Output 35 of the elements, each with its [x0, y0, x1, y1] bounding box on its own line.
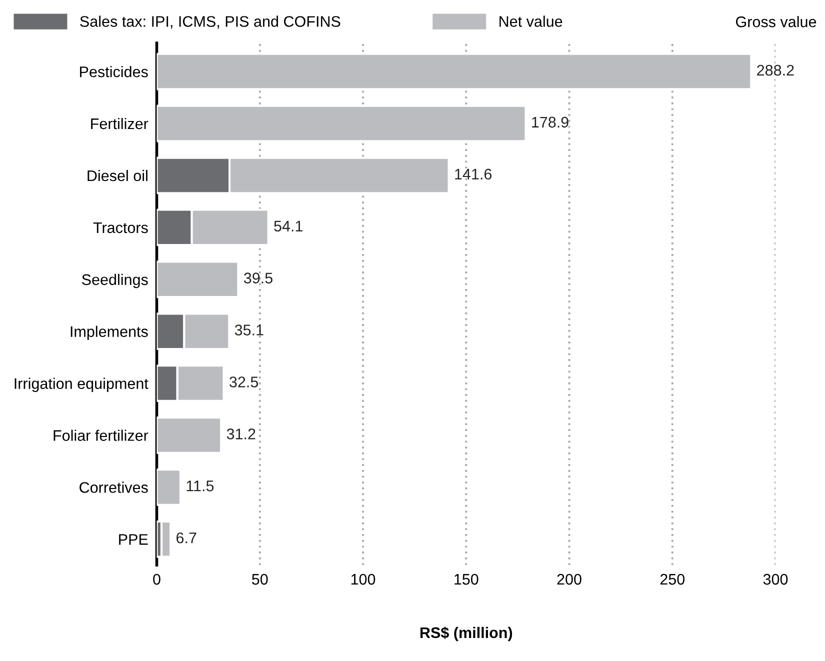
- y-tick-label: Implements: [70, 326, 148, 340]
- x-axis-title: RS$ (million): [420, 626, 512, 642]
- total-label: 32.5: [230, 376, 258, 388]
- total-label: 178.9: [532, 116, 568, 128]
- total-label: 54.1: [274, 220, 302, 232]
- legend-label: Net value: [500, 16, 562, 27]
- bar: [156, 52, 752, 90]
- total-label: 35.1: [234, 324, 264, 336]
- total-label: 141.6: [455, 168, 492, 180]
- x-tick-label: 300: [763, 574, 788, 585]
- y-tick-label: Seedlings: [82, 274, 148, 288]
- y-tick-label: Foliar fertilizer: [54, 430, 148, 441]
- text: Gross value: [736, 16, 816, 28]
- x-tick-label: 100: [351, 574, 376, 585]
- x-tick-label: 250: [660, 574, 685, 585]
- total-label: 288.2: [757, 64, 794, 76]
- x-tick-label: 200: [557, 574, 582, 585]
- total-label: 39.5: [244, 272, 272, 284]
- x-tick-label: 50: [252, 574, 268, 585]
- y-tick-label: Fertilizer: [91, 118, 148, 130]
- y-tick-label: Pesticides: [80, 66, 148, 78]
- total-label: 31.2: [226, 428, 256, 440]
- total-label: 6.7: [176, 532, 196, 544]
- bar: [156, 416, 222, 454]
- total-label: 11.5: [186, 480, 214, 492]
- x-tick-label: 150: [454, 574, 478, 585]
- y-tick-label: Corretives: [80, 482, 148, 493]
- legend-label: Sales tax: IPI, ICMS, PIS and COFINS: [80, 16, 340, 29]
- y-tick-label: PPE: [119, 534, 148, 545]
- bar: [156, 260, 240, 298]
- bar: [156, 104, 527, 142]
- x-tick-label: 0: [153, 574, 160, 585]
- y-tick-label: Irrigation equipment: [14, 378, 148, 392]
- y-tick-label: Tractors: [93, 222, 148, 234]
- y-tick-label: Diesel oil: [88, 170, 148, 182]
